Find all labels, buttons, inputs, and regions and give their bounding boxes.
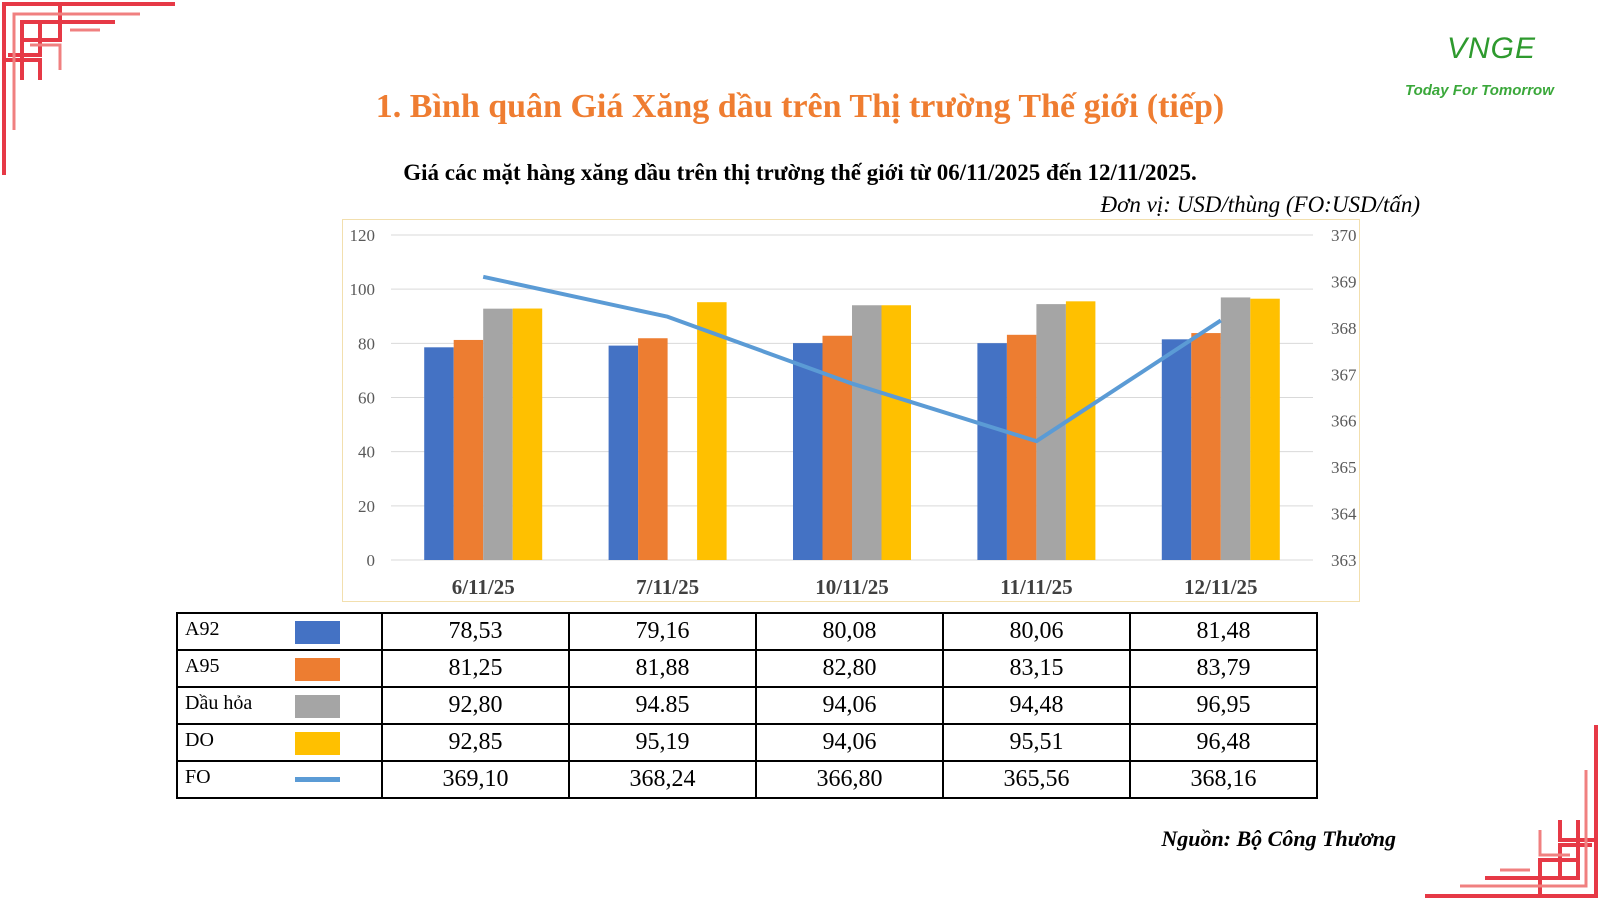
- right-axis-tick-label: 363: [1331, 551, 1357, 570]
- table-cell: 92,80: [381, 686, 570, 725]
- table-cell: 96,48: [1129, 723, 1318, 762]
- brand-logo: VNGE Today For Tomorrow: [1405, 20, 1585, 110]
- table-cell: 94,48: [942, 686, 1131, 725]
- table-cell: 95,19: [568, 723, 757, 762]
- left-axis-tick-label: 40: [358, 443, 375, 462]
- right-axis-tick-label: 366: [1331, 412, 1357, 431]
- bar-dau_hoa: [1220, 297, 1251, 560]
- logo-mark: VNGE: [1447, 32, 1537, 65]
- legend-key: [295, 621, 340, 644]
- top-left-ornament: [2, 2, 175, 175]
- left-axis-tick-label: 120: [350, 226, 376, 245]
- x-axis-tick-label: 10/11/25: [815, 575, 889, 599]
- table-cell: 78,53: [381, 612, 570, 651]
- table-cell: 368,24: [568, 760, 757, 799]
- table-row: Dầu hỏa 92,80 94.85 94,06 94,48 96,95: [176, 686, 1318, 725]
- left-axis-tick-label: 0: [367, 551, 376, 570]
- table-cell: 81,25: [381, 649, 570, 688]
- data-table: A92 78,53 79,16 80,08 80,06 81,48 A95 81,25 81,8…: [176, 612, 1318, 799]
- series-label-cell: A92: [176, 612, 383, 651]
- series-name: A92: [185, 618, 220, 640]
- table-cell: 81,88: [568, 649, 757, 688]
- table-cell: 79,16: [568, 612, 757, 651]
- x-axis-tick-label: 12/11/25: [1184, 575, 1258, 599]
- x-axis-tick-label: 7/11/25: [636, 575, 699, 599]
- left-axis-tick-label: 60: [358, 389, 375, 408]
- table-cell: 82,80: [755, 649, 944, 688]
- table-cell: 94,06: [755, 723, 944, 762]
- table-cell: 94.85: [568, 686, 757, 725]
- series-line-fo: [482, 274, 1222, 444]
- unit-note: Đơn vị: USD/thùng (FO:USD/tấn): [1100, 192, 1420, 217]
- bar-a95: [453, 339, 484, 560]
- bar-a92: [977, 343, 1007, 560]
- right-axis-tick-label: 367: [1331, 365, 1357, 384]
- bar-dau_hoa: [483, 308, 513, 560]
- x-axis-tick-label: 6/11/25: [452, 575, 515, 599]
- bar-do: [1250, 298, 1280, 560]
- series-label-cell: DO: [176, 723, 383, 762]
- right-axis-tick-label: 365: [1331, 458, 1357, 477]
- x-axis-tick-label: 11/11/25: [1000, 575, 1072, 599]
- logo-tagline: Today For Tomorrow: [1405, 82, 1554, 99]
- table-cell: 368,16: [1129, 760, 1318, 799]
- table-cell: 94,06: [755, 686, 944, 725]
- bar-a95: [638, 338, 668, 560]
- table-cell: 369,10: [381, 760, 570, 799]
- right-axis-tick-label: 368: [1331, 319, 1357, 338]
- bar-a95: [1191, 333, 1221, 560]
- legend-key: [295, 658, 340, 681]
- series-label-cell: FO: [176, 760, 383, 799]
- table-cell: 92,85: [381, 723, 570, 762]
- table-cell: 80,06: [942, 612, 1131, 651]
- series-name: Dầu hỏa: [185, 692, 253, 714]
- bar-a92: [793, 343, 823, 560]
- bar-do: [1065, 301, 1096, 560]
- left-axis-tick-label: 80: [358, 334, 375, 353]
- bar-a95: [822, 335, 852, 560]
- bottom-right-ornament: [1425, 725, 1598, 898]
- table-cell: 96,95: [1129, 686, 1318, 725]
- series-label-cell: A95: [176, 649, 383, 688]
- bar-a95: [1006, 334, 1037, 560]
- table-row: A92 78,53 79,16 80,08 80,06 81,48: [176, 612, 1318, 651]
- chart-subtitle: Giá các mặt hàng xăng dầu trên thị trườn…: [403, 160, 1197, 185]
- right-axis-tick-label: 364: [1331, 505, 1357, 524]
- legend-key: [295, 695, 340, 718]
- bar-do: [512, 308, 543, 560]
- bar-do: [881, 305, 911, 560]
- bar-a92: [424, 347, 454, 560]
- table-cell: 80,08: [755, 612, 944, 651]
- table-cell: 83,15: [942, 649, 1131, 688]
- left-axis-tick-label: 20: [358, 497, 375, 516]
- price-chart: 0 20 40 60 80 100 120 363 364 365 366 367 368 369 370 6…: [350, 226, 1358, 599]
- bar-a92: [608, 345, 639, 560]
- series-name: A95: [185, 655, 220, 677]
- table-cell: 95,51: [942, 723, 1131, 762]
- bar-do: [697, 302, 727, 560]
- table-cell: 366,80: [755, 760, 944, 799]
- right-axis-tick-label: 369: [1331, 272, 1357, 291]
- table-row: DO 92,85 95,19 94,06 95,51 96,48: [176, 723, 1318, 762]
- legend-key: [295, 777, 340, 782]
- right-axis-tick-label: 370: [1331, 226, 1357, 245]
- table-cell: 81,48: [1129, 612, 1318, 651]
- series-label-cell: Dầu hỏa: [176, 686, 383, 725]
- table-cell: 83,79: [1129, 649, 1318, 688]
- bar-dau_hoa: [852, 305, 882, 560]
- series-name: DO: [185, 729, 214, 751]
- source-note: Nguồn: Bộ Công Thương: [1161, 826, 1396, 851]
- bar-a92: [1161, 339, 1192, 560]
- table-row: A95 81,25 81,88 82,80 83,15 83,79: [176, 649, 1318, 688]
- table-cell: 365,56: [942, 760, 1131, 799]
- chart-area: 0 20 40 60 80 100 120 363 364 365 366 367 368 369 370 6…: [342, 219, 1360, 602]
- series-name: FO: [185, 766, 211, 788]
- table-row: FO 369,10 368,24 366,80 365,56 368,16: [176, 760, 1318, 799]
- left-axis-tick-label: 100: [350, 280, 376, 299]
- page-title: 1. Bình quân Giá Xăng dầu trên Thị trườn…: [375, 88, 1225, 125]
- legend-key: [295, 732, 340, 755]
